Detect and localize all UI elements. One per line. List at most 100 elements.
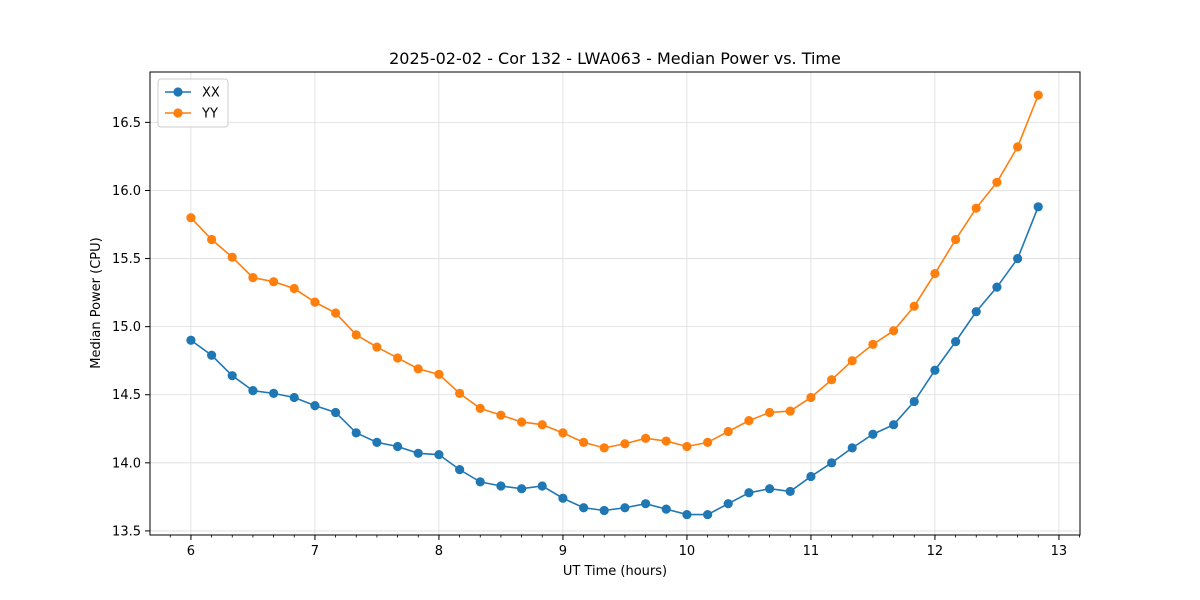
data-point-yy xyxy=(620,439,630,449)
data-point-xx xyxy=(455,465,465,475)
x-tick-label: 11 xyxy=(803,544,820,559)
data-point-yy xyxy=(413,364,423,374)
data-point-xx xyxy=(434,450,444,460)
legend-item-xx: XX xyxy=(165,86,220,101)
data-point-xx xyxy=(723,499,733,509)
data-point-yy xyxy=(207,234,217,245)
data-point-yy xyxy=(393,353,403,363)
data-point-yy xyxy=(186,213,196,223)
data-point-yy xyxy=(372,342,382,352)
data-point-yy xyxy=(847,356,857,366)
data-point-yy xyxy=(641,433,651,443)
data-point-yy xyxy=(248,273,258,283)
data-point-yy xyxy=(992,177,1002,187)
data-point-yy xyxy=(889,326,899,336)
data-point-xx xyxy=(744,488,754,498)
data-point-yy xyxy=(517,417,527,427)
data-point-yy xyxy=(1013,142,1023,152)
plot-area-frame xyxy=(149,71,1081,536)
data-point-yy xyxy=(827,375,837,385)
legend-label: XX xyxy=(202,86,220,101)
data-point-xx xyxy=(269,388,279,398)
data-point-xx xyxy=(413,448,423,458)
y-tick-label: 15.0 xyxy=(112,320,141,335)
data-point-xx xyxy=(186,335,196,345)
data-point-xx xyxy=(579,503,589,513)
x-tick-label: 13 xyxy=(1051,544,1068,559)
data-point-xx xyxy=(827,458,837,468)
x-tick-label: 6 xyxy=(187,544,195,559)
data-point-yy xyxy=(558,428,568,438)
data-point-xx xyxy=(971,307,981,317)
data-point-yy xyxy=(868,339,878,349)
data-point-yy xyxy=(723,426,733,437)
data-point-yy xyxy=(930,268,940,279)
data-point-xx xyxy=(351,428,361,438)
data-point-xx xyxy=(951,337,961,347)
data-point-yy xyxy=(227,252,237,262)
x-tick-label: 10 xyxy=(679,544,696,559)
data-point-xx xyxy=(496,481,506,491)
y-tick-label: 14.5 xyxy=(112,388,141,403)
x-tick-label: 9 xyxy=(559,544,567,559)
y-tick-label: 16.5 xyxy=(112,116,141,131)
chart-title: 2025-02-02 - Cor 132 - LWA063 - Median P… xyxy=(389,49,841,68)
data-point-yy xyxy=(537,420,547,430)
data-point-xx xyxy=(310,401,320,411)
legend-label: YY xyxy=(201,107,218,122)
data-point-yy xyxy=(434,369,444,379)
data-point-yy xyxy=(1033,90,1043,100)
x-tick-label: 8 xyxy=(435,544,443,559)
data-point-yy xyxy=(351,330,361,340)
data-point-xx xyxy=(558,493,568,503)
data-point-yy xyxy=(909,301,919,311)
data-point-xx xyxy=(227,371,237,381)
data-point-xx xyxy=(289,392,299,403)
series-xx xyxy=(186,202,1043,520)
y-tick-label: 16.0 xyxy=(112,184,141,199)
data-point-xx xyxy=(868,429,878,439)
data-point-yy xyxy=(744,416,754,426)
data-point-xx xyxy=(641,499,651,509)
data-point-xx xyxy=(889,420,899,430)
data-point-yy xyxy=(455,388,465,398)
data-point-yy xyxy=(682,441,692,452)
x-axis-label: UT Time (hours) xyxy=(563,564,667,579)
data-point-xx xyxy=(372,437,382,447)
data-point-yy xyxy=(579,437,589,447)
data-point-yy xyxy=(765,407,775,418)
legend-marker xyxy=(173,108,183,118)
data-point-yy xyxy=(785,406,795,416)
data-point-yy xyxy=(971,203,981,213)
data-point-yy xyxy=(475,403,485,413)
data-point-xx xyxy=(207,350,217,360)
y-tick-label: 14.0 xyxy=(112,456,141,471)
legend: XX YY xyxy=(157,78,229,128)
data-point-xx xyxy=(248,386,258,396)
data-point-xx xyxy=(475,477,485,487)
series-layer xyxy=(186,90,1043,520)
data-point-xx xyxy=(1033,202,1043,212)
data-point-xx xyxy=(785,486,795,497)
data-point-xx xyxy=(517,484,527,494)
x-axis: 6 7 8 9 10 11 12 13 xyxy=(169,535,1080,559)
data-point-xx xyxy=(537,481,547,491)
data-point-xx xyxy=(682,509,692,520)
data-point-xx xyxy=(1013,253,1023,264)
data-point-xx xyxy=(620,503,630,513)
data-point-xx xyxy=(703,509,713,520)
x-tick-label: 12 xyxy=(927,544,944,559)
data-point-yy xyxy=(661,436,671,446)
data-point-xx xyxy=(992,282,1002,292)
data-point-xx xyxy=(909,396,919,407)
data-point-yy xyxy=(703,437,713,447)
data-point-yy xyxy=(269,277,279,287)
data-point-yy xyxy=(496,410,506,420)
data-point-xx xyxy=(331,407,341,418)
data-point-xx xyxy=(765,484,775,494)
legend-item-yy: YY xyxy=(165,107,218,122)
data-point-xx xyxy=(661,504,671,514)
y-axis-label: Median Power (CPU) xyxy=(89,237,104,368)
legend-marker xyxy=(173,87,183,97)
